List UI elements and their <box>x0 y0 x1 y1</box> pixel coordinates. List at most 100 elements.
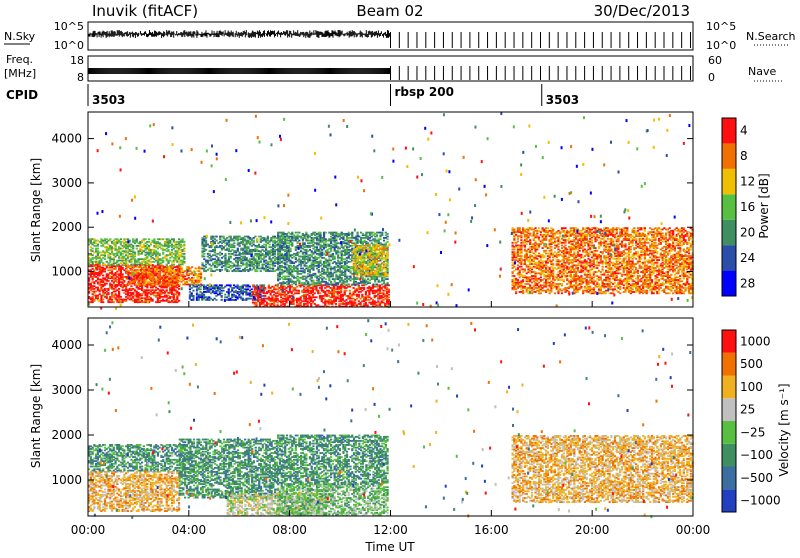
nsky-panel: N.Sky 10^5 10^0 10^5 10^0 N.Search <box>4 20 796 52</box>
cpid-label: CPID <box>6 88 38 102</box>
range-gate-cell <box>319 260 321 262</box>
range-gate-cell <box>205 266 207 268</box>
range-gate-cell <box>208 253 210 255</box>
range-gate-cell <box>298 240 300 242</box>
range-gate-cell <box>199 288 201 290</box>
range-gate-cell <box>358 294 360 296</box>
nsky-label: N.Sky <box>4 30 36 43</box>
range-gate-cell <box>307 281 309 283</box>
range-gate-cell <box>367 304 369 306</box>
range-gate-cell <box>145 266 147 268</box>
range-gate-cell <box>120 238 122 240</box>
range-gate-cell <box>162 252 164 254</box>
range-gate-cell <box>256 270 258 272</box>
range-gate-cell <box>255 287 257 289</box>
nave-label: Nave <box>748 65 776 78</box>
range-gate-cell <box>221 299 223 301</box>
range-gate-cell <box>102 301 104 303</box>
range-gate-cell <box>237 248 239 250</box>
range-gate-cell <box>274 265 276 267</box>
nave-tick-bottom: 0 <box>708 71 715 84</box>
range-gate-cell <box>279 249 281 251</box>
range-gate-cell <box>131 269 133 271</box>
range-gate-cell <box>337 254 339 256</box>
range-gate-cell <box>221 295 223 297</box>
range-gate-cell <box>183 241 185 243</box>
range-gate-cell <box>178 292 180 294</box>
freq-tick-bottom: 8 <box>77 71 84 84</box>
range-gate-cell <box>345 290 347 292</box>
range-gate-cell <box>334 256 336 258</box>
range-gate-cell <box>259 295 261 297</box>
range-gate-cell <box>229 284 231 286</box>
range-gate-cell <box>113 301 115 303</box>
range-gate-cell <box>284 262 286 264</box>
range-gate-cell <box>238 268 240 270</box>
range-gate-cell <box>221 292 223 294</box>
range-gate-cell <box>109 238 111 240</box>
range-gate-cell <box>323 269 325 271</box>
nsearch-label: N.Search <box>746 30 796 43</box>
range-gate-cell <box>330 281 332 283</box>
range-gate-cell <box>166 289 168 291</box>
range-gate-cell <box>388 299 390 301</box>
cpid-entry-label: 3503 <box>92 93 125 107</box>
range-gate-cell <box>230 256 232 258</box>
freq-tick-top: 18 <box>70 54 84 67</box>
nsky-right-tick-top: 10^5 <box>706 20 736 33</box>
range-gate-cell <box>252 299 254 301</box>
cpid-entry-label: rbsp 200 <box>395 85 454 99</box>
range-gate-cell <box>178 288 180 290</box>
range-gate-cell <box>136 248 138 250</box>
range-gate-cell <box>261 298 263 300</box>
range-gate-cell <box>130 285 132 287</box>
range-gate-cell <box>260 270 262 272</box>
range-gate-cell <box>268 244 270 246</box>
range-gate-cell <box>192 290 194 292</box>
range-gate-cell <box>201 262 203 264</box>
range-gate-cell <box>272 268 274 270</box>
range-gate-cell <box>191 292 193 294</box>
range-gate-cell <box>221 253 223 255</box>
range-gate-cell <box>268 284 270 286</box>
range-gate-cell <box>289 248 291 250</box>
range-gate-cell <box>104 264 106 266</box>
range-gate-cell <box>183 244 185 246</box>
range-gate-cell <box>222 290 224 292</box>
range-gate-cell <box>215 299 217 301</box>
range-gate-cell <box>267 236 269 238</box>
freq-panel: Freq. [MHz] 18 8 60 0 Nave <box>4 53 782 84</box>
range-gate-cell <box>183 253 185 255</box>
range-gate-cell <box>152 299 154 301</box>
range-gate-cell <box>200 280 202 282</box>
range-gate-cell <box>193 277 195 279</box>
range-gate-cell <box>153 238 155 240</box>
range-gate-cell <box>224 253 226 255</box>
range-gate-cell <box>156 266 158 268</box>
nsky-tick-bottom: 10^0 <box>54 39 84 52</box>
range-gate-cell <box>332 253 334 255</box>
range-gate-cell <box>316 246 318 248</box>
range-gate-cell <box>178 300 180 302</box>
range-gate-cell <box>328 262 330 264</box>
range-gate-cell <box>318 269 320 271</box>
range-gate-cell <box>92 254 94 256</box>
range-gate-cell <box>205 249 207 251</box>
nave-tick-top: 60 <box>708 54 722 67</box>
date-title: 30/Dec/2013 <box>594 2 690 20</box>
range-gate-cell <box>291 242 293 244</box>
nsky-right-tick-bottom: 10^0 <box>706 39 736 52</box>
range-gate-cell <box>354 302 356 304</box>
range-gate-cell <box>298 290 300 292</box>
range-gate-cell <box>127 264 129 266</box>
range-gate-cell <box>122 267 124 269</box>
range-gate-cell <box>365 302 367 304</box>
range-gate-cell <box>133 266 135 268</box>
range-gate-cell <box>319 292 321 294</box>
range-gate-cell <box>183 250 185 252</box>
range-gate-cell <box>203 294 205 296</box>
range-gate-cell <box>261 286 263 288</box>
range-gate-cell <box>173 238 175 240</box>
